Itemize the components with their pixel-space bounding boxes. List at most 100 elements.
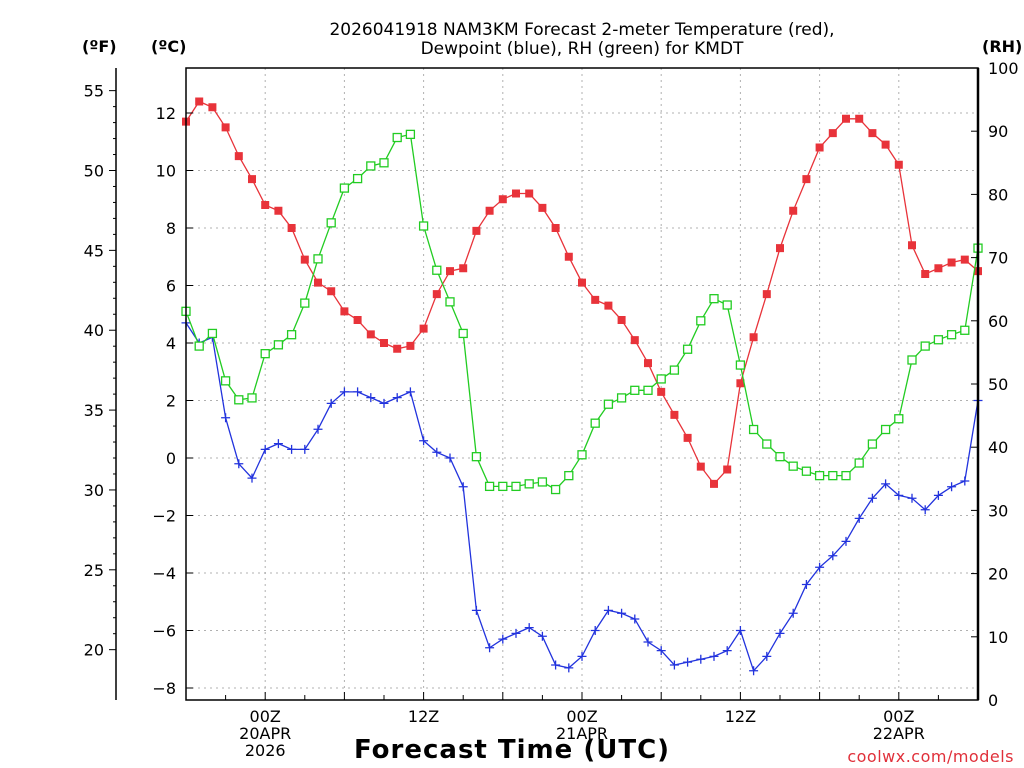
dewpoint-point bbox=[511, 628, 521, 638]
2-meter-temperature-point bbox=[459, 264, 468, 273]
rh-point bbox=[537, 477, 548, 487]
rh-point bbox=[577, 450, 587, 460]
dewpoint-point bbox=[920, 505, 930, 515]
dewpoint-point bbox=[749, 666, 759, 676]
source-credit: coolwx.com/models bbox=[847, 747, 1014, 766]
2-meter-temperature-point bbox=[248, 175, 256, 184]
rh-point bbox=[828, 470, 838, 481]
dewpoint-point bbox=[881, 479, 891, 489]
dewpoint-point bbox=[379, 398, 389, 408]
2-meter-temperature-point bbox=[683, 433, 692, 442]
rh-point bbox=[471, 452, 482, 462]
dewpoint-point bbox=[669, 660, 679, 670]
rh-point bbox=[933, 335, 944, 345]
2-meter-temperature-point bbox=[921, 270, 930, 278]
dewpoint-point bbox=[339, 387, 349, 397]
rh-point bbox=[498, 481, 508, 492]
2-meter-temperature-point bbox=[432, 290, 441, 299]
rh-point bbox=[762, 439, 772, 449]
dewpoint-point bbox=[300, 444, 310, 454]
celsius-tick-label: 2 bbox=[166, 392, 176, 411]
dewpoint-point bbox=[696, 654, 706, 664]
dewpoint-point bbox=[326, 398, 336, 408]
rh-tick-label: 10 bbox=[988, 628, 1008, 647]
2-meter-temperature-point bbox=[327, 287, 336, 296]
rh-point bbox=[603, 399, 614, 409]
2-meter-temperature-point bbox=[538, 203, 547, 212]
rh-point bbox=[484, 481, 495, 492]
dewpoint-point bbox=[762, 651, 772, 661]
dewpoint-point bbox=[313, 424, 323, 434]
rh-point bbox=[775, 452, 785, 462]
rh-point bbox=[722, 300, 732, 310]
dewpoint-point bbox=[735, 626, 745, 635]
2-meter-temperature-point bbox=[657, 387, 666, 396]
dewpoint-point bbox=[841, 536, 851, 546]
rh-point bbox=[696, 316, 706, 326]
x-tick-label: 2026 bbox=[245, 741, 286, 760]
chart-title-line-2: Dewpoint (blue), RH (green) for KMDT bbox=[421, 39, 744, 59]
dewpoint-point bbox=[709, 651, 719, 661]
rh-point bbox=[511, 481, 521, 492]
fahrenheit-axis-label: (ºF) bbox=[82, 37, 117, 56]
dewpoint-point bbox=[630, 614, 640, 624]
rh-point bbox=[643, 385, 653, 395]
dewpoint-point bbox=[801, 580, 811, 589]
2-meter-temperature-point bbox=[868, 129, 877, 138]
rh-tick-label: 60 bbox=[988, 312, 1008, 331]
2-meter-temperature-point bbox=[287, 224, 296, 232]
dewpoint-point bbox=[353, 387, 363, 397]
rh-tick-label: 90 bbox=[988, 122, 1008, 141]
2-meter-temperature-point bbox=[617, 316, 626, 324]
dewpoint-point bbox=[617, 608, 627, 618]
chart-title-line-1: 2026041918 NAM3KM Forecast 2-meter Tempe… bbox=[329, 20, 834, 40]
rh-point bbox=[366, 161, 376, 171]
2-meter-temperature-point bbox=[828, 129, 837, 138]
dewpoint-point bbox=[273, 439, 283, 449]
2-meter-temperature-point bbox=[551, 224, 560, 232]
2-meter-temperature-point bbox=[591, 295, 600, 304]
2-meter-temperature-point bbox=[736, 379, 745, 388]
dewpoint-point bbox=[221, 413, 231, 423]
dewpoint-point bbox=[603, 605, 613, 615]
dewpoint-point bbox=[815, 562, 825, 572]
dewpoint-point bbox=[432, 447, 442, 457]
dewpoint-point bbox=[960, 476, 970, 486]
2-meter-temperature-point bbox=[815, 143, 824, 152]
2-meter-temperature-point bbox=[195, 97, 204, 106]
rh-point bbox=[445, 297, 455, 307]
rh-tick-label: 70 bbox=[988, 249, 1008, 268]
rh-tick-label: 50 bbox=[988, 375, 1008, 394]
dewpoint-point bbox=[775, 628, 785, 638]
data-series bbox=[181, 97, 983, 676]
rh-tick-label: 40 bbox=[988, 438, 1008, 457]
dewpoint-point bbox=[445, 453, 455, 463]
dewpoint-point bbox=[907, 493, 917, 503]
rh-point bbox=[405, 129, 416, 140]
celsius-tick-label: 6 bbox=[166, 277, 176, 296]
dewpoint-point bbox=[577, 651, 587, 661]
x-tick-label: 20APR bbox=[239, 724, 291, 743]
rh-point bbox=[669, 365, 680, 375]
rh-point bbox=[326, 218, 336, 228]
2-meter-temperature-point bbox=[710, 479, 718, 488]
dewpoint-point bbox=[419, 436, 429, 446]
rh-point bbox=[300, 298, 310, 308]
rh-tick-label: 0 bbox=[988, 691, 998, 710]
dewpoint-point bbox=[564, 663, 574, 673]
rh-point bbox=[867, 439, 878, 449]
dewpoint-point bbox=[854, 513, 864, 523]
dewpoint-point bbox=[894, 490, 904, 500]
rh-point bbox=[458, 328, 468, 339]
rh-point bbox=[432, 265, 442, 275]
2-meter-temperature-point bbox=[393, 344, 402, 353]
fahrenheit-tick-label: 55 bbox=[84, 82, 104, 101]
rh-point bbox=[907, 355, 917, 365]
rh-point bbox=[920, 341, 930, 351]
rh-line bbox=[185, 133, 979, 491]
rh-point bbox=[880, 424, 891, 435]
rh-point bbox=[656, 374, 666, 384]
gridlines bbox=[186, 68, 979, 700]
2-meter-temperature-point bbox=[630, 336, 639, 345]
